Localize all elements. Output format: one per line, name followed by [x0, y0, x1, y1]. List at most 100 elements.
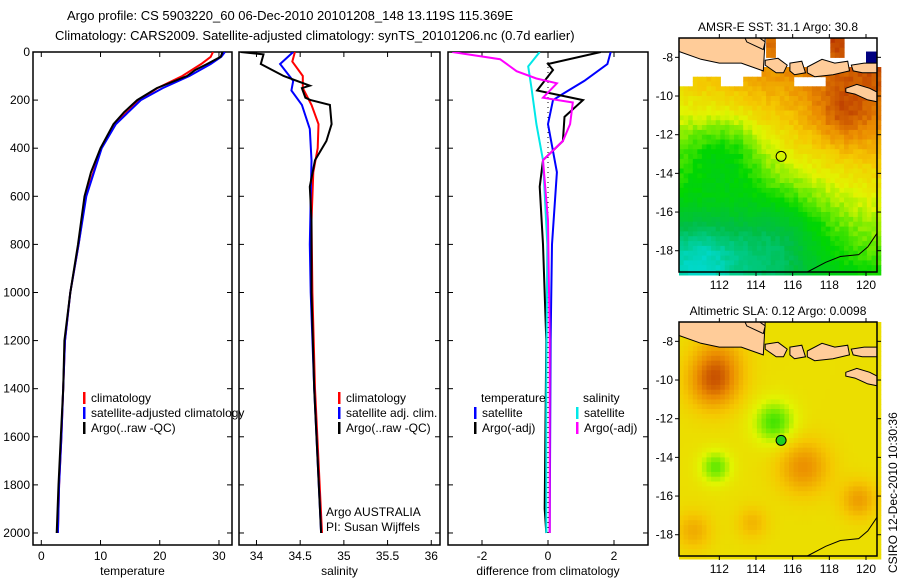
heatmap-cell: [779, 250, 785, 257]
heatmap-cell: [692, 471, 698, 478]
heatmap-cell: [752, 351, 758, 357]
heatmap-cell: [747, 544, 753, 550]
heatmap-cell: [775, 81, 781, 87]
heatmap-cell: [839, 380, 845, 386]
heatmap-cell: [811, 500, 818, 507]
heatmap-cell: [729, 197, 735, 203]
heatmap-cell: [679, 534, 685, 541]
heatmap-cell: [756, 183, 763, 189]
legend-swatch: [338, 407, 341, 419]
heatmap-cell: [724, 525, 730, 531]
heatmap-cell: [734, 525, 740, 531]
heatmap-cell: [747, 380, 753, 386]
heatmap-cell: [692, 187, 698, 194]
heatmap-cell: [706, 134, 712, 141]
heatmap-cell: [679, 481, 685, 487]
heatmap-cell: [821, 409, 827, 415]
heatmap-cell: [848, 399, 854, 405]
heatmap-cell: [839, 168, 845, 174]
heatmap-cell: [752, 134, 758, 141]
heatmap-cell: [862, 384, 868, 391]
heatmap-cell: [811, 365, 818, 371]
heatmap-cell: [789, 467, 795, 473]
heatmap-cell: [756, 370, 763, 376]
heatmap-cell: [775, 384, 781, 391]
heatmap-cell: [701, 496, 708, 502]
heatmap-cell: [729, 231, 735, 237]
heatmap-cell: [752, 442, 758, 449]
heatmap-cell: [839, 433, 845, 439]
heatmap-cell: [789, 158, 795, 165]
heatmap-cell: [738, 438, 744, 444]
heatmap-cell: [720, 380, 726, 386]
heatmap-cell: [830, 413, 836, 420]
heatmap-cell: [743, 433, 749, 439]
heatmap-cell: [747, 442, 753, 449]
heatmap-cell: [747, 183, 753, 189]
heatmap-cell: [775, 481, 781, 487]
heatmap-cell: [743, 428, 749, 434]
heatmap-cell: [692, 207, 698, 213]
heatmap-cell: [816, 192, 822, 199]
heatmap-cell: [747, 231, 753, 237]
heatmap-cell: [876, 452, 882, 458]
heatmap-cell: [711, 110, 717, 116]
heatmap-cell: [720, 260, 726, 266]
heatmap-cell: [798, 525, 804, 531]
heatmap-cell: [743, 158, 749, 165]
heatmap-cell: [679, 438, 685, 444]
heatmap-cell: [761, 207, 767, 213]
heatmap-cell: [720, 255, 726, 261]
heatmap-cell: [688, 534, 694, 541]
heatmap-cell: [701, 413, 708, 420]
heatmap-cell: [839, 515, 845, 521]
heatmap-cell: [761, 423, 767, 429]
legend-label: climatology: [91, 391, 151, 405]
heatmap-cell: [706, 76, 712, 83]
heatmap-cell: [752, 404, 758, 410]
heatmap-cell: [816, 154, 822, 160]
heatmap-cell: [862, 452, 868, 458]
heatmap-cell: [706, 413, 712, 420]
heatmap-cell: [784, 76, 790, 83]
heatmap-cell: [866, 365, 873, 371]
heatmap-cell: [729, 265, 735, 271]
heatmap-cell: [862, 467, 868, 473]
heatmap-cell: [807, 86, 813, 92]
heatmap-cell: [743, 202, 749, 208]
heatmap-cell: [720, 384, 726, 391]
heatmap-cell: [816, 260, 822, 266]
heatmap-cell: [807, 202, 813, 208]
heatmap-cell: [793, 207, 799, 213]
heatmap-cell: [729, 192, 735, 199]
heatmap-cell: [862, 100, 868, 107]
heatmap-cell: [720, 476, 726, 483]
heatmap-cell: [775, 91, 781, 97]
heatmap-cell: [811, 231, 818, 237]
heatmap-cell: [793, 462, 799, 468]
heatmap-cell: [798, 260, 804, 266]
heatmap-cell: [683, 120, 689, 126]
heatmap-cell: [770, 100, 776, 107]
heatmap-cell: [825, 226, 831, 232]
heatmap-cell: [715, 245, 721, 252]
heatmap-cell: [821, 125, 827, 131]
heatmap-cell: [743, 245, 749, 252]
heatmap-cell: [692, 554, 698, 560]
heatmap-cell: [679, 96, 685, 102]
heatmap-cell: [866, 481, 873, 487]
heatmap-cell: [839, 245, 845, 252]
heatmap-cell: [692, 115, 698, 121]
heatmap-cell: [853, 173, 859, 179]
heatmap-cell: [802, 207, 808, 213]
heatmap-cell: [798, 326, 804, 333]
heatmap-cell: [734, 226, 740, 232]
heatmap-cell: [756, 529, 763, 536]
legend-label: satellite: [584, 406, 625, 420]
heatmap-cell: [756, 250, 763, 257]
heatmap-cell: [715, 428, 721, 434]
heatmap-cell: [789, 173, 795, 179]
heatmap-cell: [871, 370, 877, 376]
heatmap-cell: [834, 187, 840, 194]
